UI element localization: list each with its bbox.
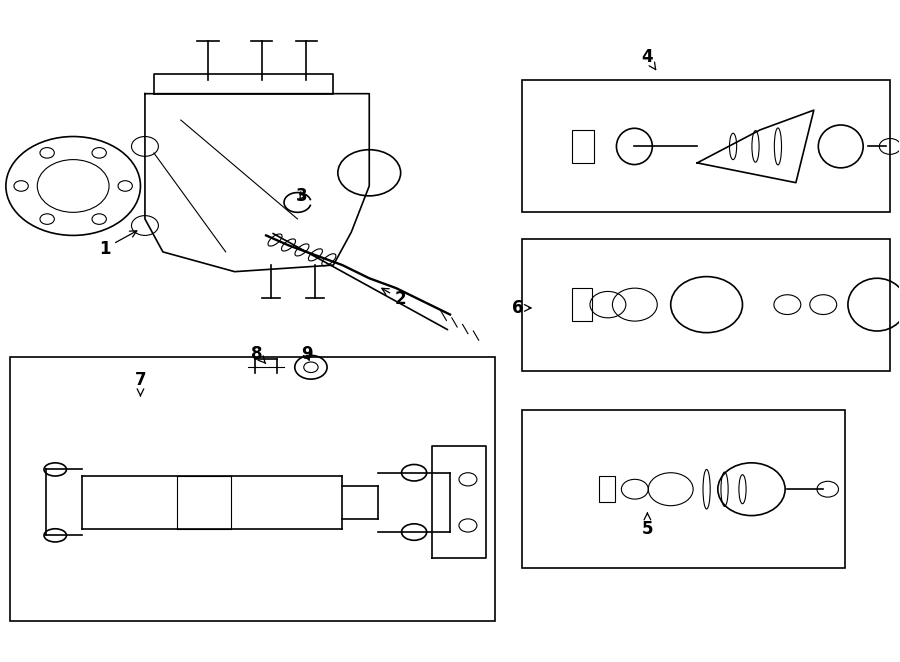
Text: 4: 4 — [642, 48, 656, 70]
Text: 6: 6 — [511, 299, 531, 317]
Text: 1: 1 — [99, 231, 137, 258]
Text: 9: 9 — [301, 345, 312, 363]
Bar — [572, 130, 594, 163]
Bar — [522, 410, 845, 568]
Bar — [11, 357, 495, 621]
Text: 3: 3 — [296, 187, 308, 205]
Bar — [598, 476, 615, 502]
Bar — [572, 288, 592, 321]
Text: 5: 5 — [642, 513, 653, 538]
Text: 2: 2 — [382, 288, 407, 308]
Text: 8: 8 — [251, 345, 266, 363]
Bar — [522, 239, 889, 371]
Bar — [522, 81, 889, 213]
Text: 7: 7 — [135, 371, 147, 396]
